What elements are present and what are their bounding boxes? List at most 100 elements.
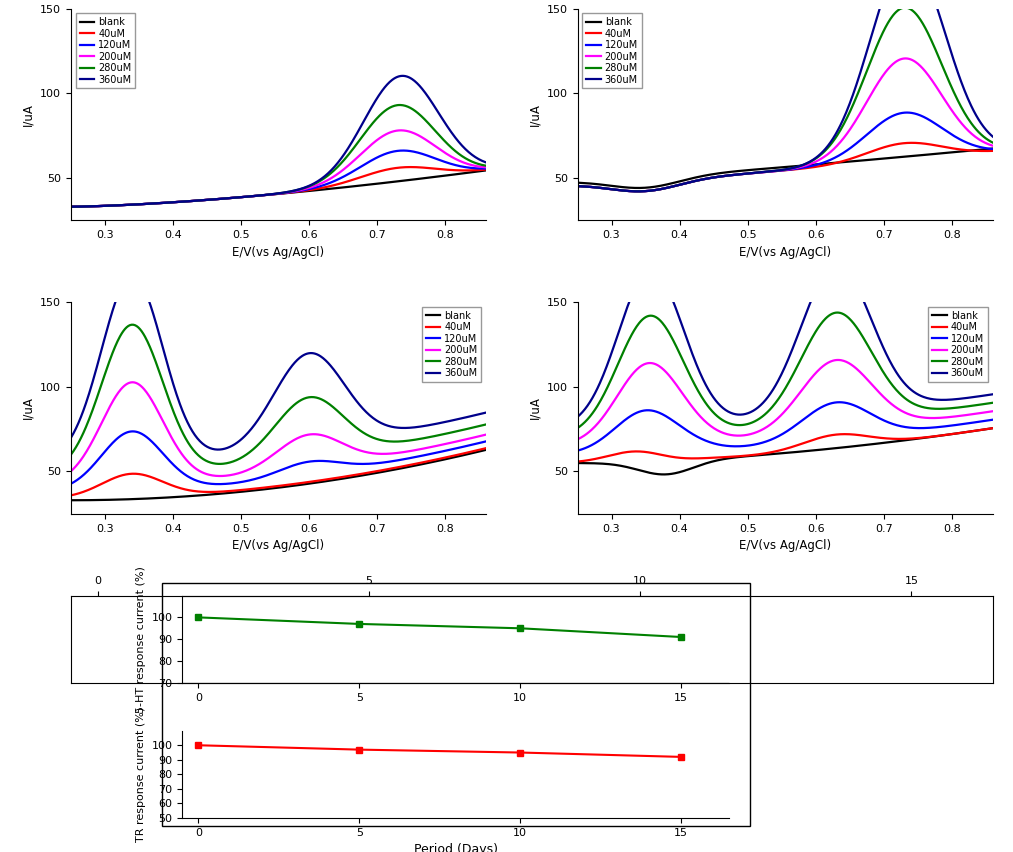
Y-axis label: I/uA: I/uA <box>21 396 34 419</box>
360uM <box>913 389 925 400</box>
120uM <box>796 415 808 425</box>
40uM <box>771 446 783 456</box>
40uM <box>312 183 324 193</box>
360uM <box>314 351 326 361</box>
280uM <box>480 161 492 171</box>
40uM <box>977 424 989 435</box>
blank <box>480 165 492 176</box>
280uM <box>314 394 326 404</box>
280uM <box>632 187 644 197</box>
40uM <box>406 162 418 172</box>
280uM <box>312 177 324 187</box>
Line: 40uM: 40uM <box>71 448 486 495</box>
200uM <box>772 165 784 176</box>
280uM <box>266 424 279 435</box>
Line: 360uM: 360uM <box>577 265 993 417</box>
280uM <box>471 158 483 169</box>
120uM <box>769 433 781 443</box>
40uM <box>480 164 492 175</box>
200uM <box>471 161 483 171</box>
360uM <box>770 165 782 176</box>
200uM <box>632 187 644 197</box>
200uM <box>264 189 277 199</box>
Legend: blank, 40uM, 120uM, 200uM, 280uM, 360uM: blank, 40uM, 120uM, 200uM, 280uM, 360uM <box>421 307 481 382</box>
200uM <box>312 180 324 190</box>
360uM <box>772 165 784 176</box>
X-axis label: E/V(vs Ag/AgCl): E/V(vs Ag/AgCl) <box>232 245 324 258</box>
280uM <box>65 202 77 212</box>
X-axis label: E/V(vs Ag/AgCl): E/V(vs Ag/AgCl) <box>739 539 832 552</box>
200uM <box>820 151 832 161</box>
280uM <box>819 314 831 325</box>
200uM <box>832 354 844 365</box>
200uM <box>406 127 418 137</box>
40uM <box>65 202 77 212</box>
120uM <box>480 436 492 446</box>
40uM <box>312 475 324 486</box>
120uM <box>480 164 492 174</box>
360uM <box>472 410 484 420</box>
120uM <box>771 432 783 442</box>
40uM <box>290 479 302 489</box>
200uM <box>769 416 781 426</box>
360uM <box>266 392 279 402</box>
360uM <box>480 407 492 417</box>
40uM <box>820 160 832 170</box>
40uM <box>914 138 926 148</box>
200uM <box>290 186 302 196</box>
200uM <box>407 446 419 456</box>
360uM <box>65 202 77 212</box>
blank <box>65 202 77 212</box>
X-axis label: E/V(vs Ag/AgCl): E/V(vs Ag/AgCl) <box>739 245 832 258</box>
Legend: blank, 40uM, 120uM, 200uM, 280uM, 360uM: blank, 40uM, 120uM, 200uM, 280uM, 360uM <box>928 307 988 382</box>
120uM <box>632 187 644 197</box>
blank <box>913 434 925 444</box>
40uM <box>264 189 277 199</box>
360uM <box>831 260 843 270</box>
360uM <box>480 158 492 168</box>
120uM <box>406 147 418 157</box>
40uM <box>987 423 999 434</box>
280uM <box>406 104 418 114</box>
Line: 200uM: 200uM <box>577 59 993 192</box>
40uM <box>770 166 782 176</box>
120uM <box>471 164 483 174</box>
Line: 40uM: 40uM <box>71 167 486 207</box>
blank <box>797 446 809 457</box>
280uM <box>978 399 990 409</box>
120uM <box>819 400 831 411</box>
120uM <box>571 446 583 456</box>
360uM <box>127 270 139 280</box>
280uM <box>571 423 583 433</box>
Line: 40uM: 40uM <box>577 429 993 462</box>
40uM <box>906 138 918 148</box>
Line: 280uM: 280uM <box>71 325 486 464</box>
360uM <box>987 131 999 141</box>
120uM <box>407 452 419 463</box>
200uM <box>819 360 831 370</box>
X-axis label: Period (Days): Period (Days) <box>414 843 497 852</box>
120uM <box>65 479 77 489</box>
280uM <box>291 397 303 407</box>
blank <box>405 461 417 471</box>
200uM <box>65 466 77 476</box>
120uM <box>65 202 77 212</box>
200uM <box>796 384 808 394</box>
blank <box>262 484 275 494</box>
120uM <box>571 181 583 191</box>
280uM <box>979 132 991 142</box>
200uM <box>978 407 990 417</box>
120uM <box>264 189 277 199</box>
120uM <box>913 423 925 433</box>
360uM <box>978 390 990 400</box>
360uM <box>397 71 409 81</box>
360uM <box>65 433 77 443</box>
200uM <box>472 431 484 441</box>
280uM <box>913 400 925 411</box>
280uM <box>831 308 843 318</box>
200uM <box>291 433 303 443</box>
360uM <box>797 159 809 170</box>
40uM <box>470 446 482 456</box>
Line: 120uM: 120uM <box>577 112 993 192</box>
360uM <box>264 189 277 199</box>
